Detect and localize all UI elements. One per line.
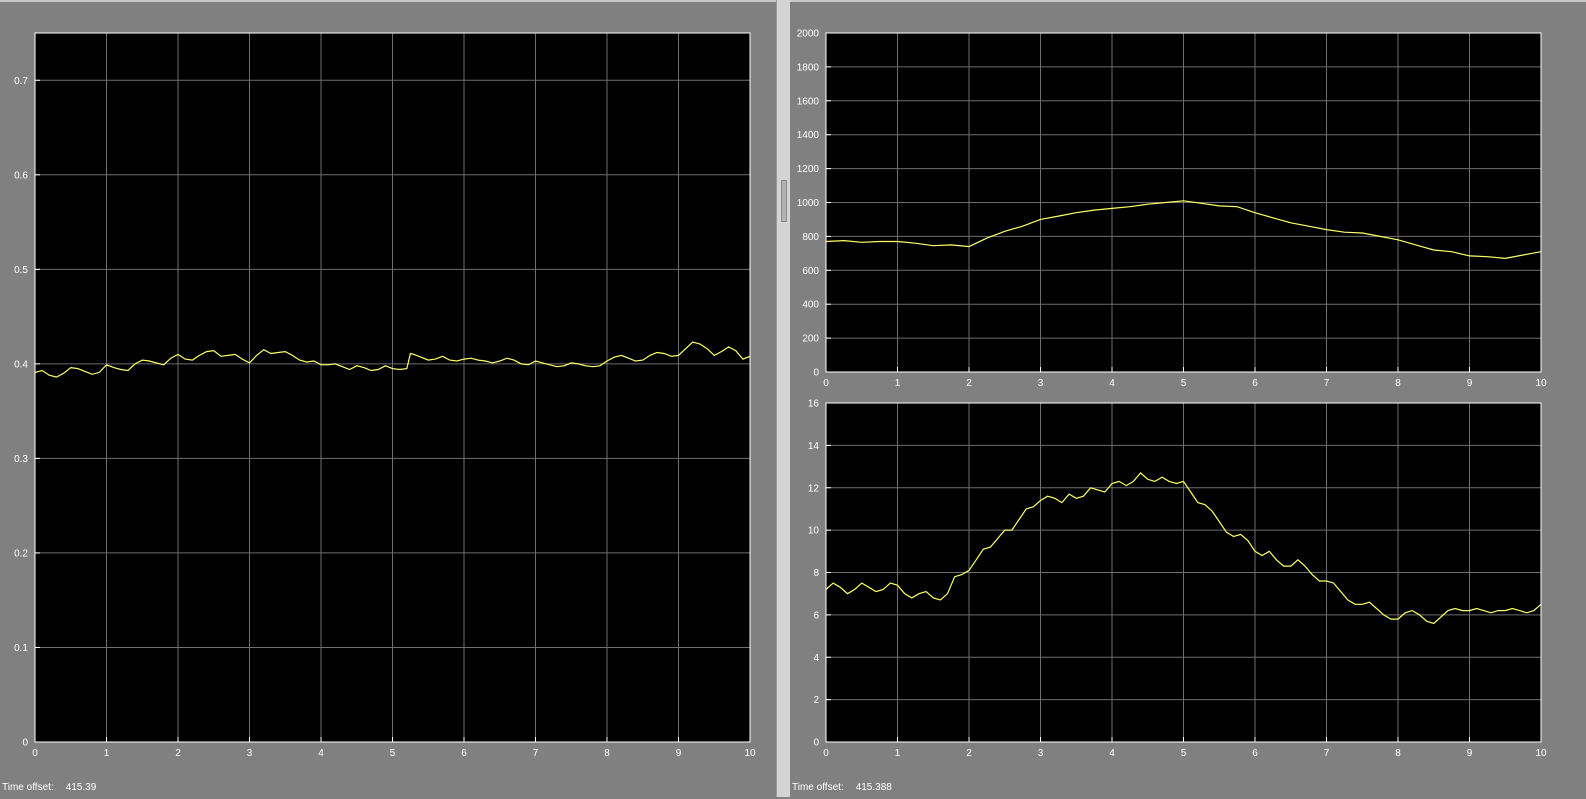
x-tick-label: 9 (1467, 378, 1473, 389)
time-offset-value: 415.39 (65, 782, 97, 793)
x-tick-label: 8 (1395, 748, 1401, 759)
y-tick-label: 6 (813, 610, 819, 621)
scope-window-right: 0 1 2 3 4 5 6 7 8 9 10 0 200 400 600 800 1000 1200 1400 160… (790, 0, 1586, 799)
y-tick-label: 1600 (797, 96, 820, 107)
y-tick-label: 0 (813, 368, 819, 379)
axes-frame (34, 32, 751, 743)
axes-1: 0 1 2 3 4 5 6 7 8 9 10 0 200 400 600 800 1000 1200 1400 160… (797, 29, 1547, 390)
y-tick-label: 0 (22, 738, 28, 749)
x-tick-label: 3 (1038, 748, 1044, 759)
x-tick-label: 6 (1252, 378, 1258, 389)
axes-0: 0 1 2 3 4 5 6 7 8 9 10 0 0.1 0.2 0.3 0.4 0.5 0.6 0.7 (14, 32, 756, 759)
time-offset-left: Time offset: 415.39 (2, 782, 96, 793)
y-tick-label: 4 (813, 653, 819, 664)
signal-trace (825, 472, 1542, 625)
x-tick-label: 10 (1535, 748, 1547, 759)
y-tick-label: 14 (808, 441, 820, 452)
y-tick-label: 1800 (797, 62, 820, 73)
y-tick-label: 2 (813, 695, 819, 706)
y-tick-label: 1400 (797, 130, 820, 141)
axes-frame (825, 32, 1542, 373)
x-tick-label: 4 (1109, 378, 1115, 389)
scope-plot-left: 0 1 2 3 4 5 6 7 8 9 10 0 0.1 0.2 0.3 0.4 0.5 0.6 0.7 (14, 32, 756, 759)
x-tick-label: 5 (1181, 378, 1187, 389)
scope-window-left: 0 1 2 3 4 5 6 7 8 9 10 0 0.1 0.2 0.3 0.4 0.5 0.6 0.7 Time … (0, 0, 776, 799)
y-tick-label: 0.2 (14, 548, 28, 559)
x-tick-label: 10 (1535, 378, 1547, 389)
x-tick-label: 6 (461, 748, 467, 759)
signal-trace (34, 341, 751, 378)
y-tick-label: 400 (802, 300, 819, 311)
x-tick-label: 1 (895, 378, 901, 389)
x-tick-label: 2 (966, 748, 972, 759)
y-tick-label: 1200 (797, 164, 820, 175)
axes-frame (825, 402, 1542, 743)
x-tick-label: 0 (823, 378, 829, 389)
x-tick-label: 7 (1324, 378, 1330, 389)
x-tick-label: 9 (1467, 748, 1473, 759)
y-tick-label: 600 (802, 266, 819, 277)
time-offset-right: Time offset: 415.388 (792, 782, 892, 793)
scope-plot-right: 0 1 2 3 4 5 6 7 8 9 100200400600800100012001400160… (797, 29, 1547, 760)
y-tick-label: 800 (802, 232, 819, 243)
x-tick-label: 6 (1252, 748, 1258, 759)
y-tick-label: 0.6 (14, 170, 28, 181)
y-tick-label: 200 (802, 334, 819, 345)
x-tick-label: 10 (744, 748, 756, 759)
x-tick-label: 7 (1324, 748, 1330, 759)
signal-trace (825, 200, 1542, 260)
x-tick-label: 0 (32, 748, 38, 759)
x-tick-label: 4 (318, 748, 324, 759)
x-tick-label: 8 (1395, 378, 1401, 389)
x-tick-label: 7 (533, 748, 539, 759)
x-tick-label: 1 (895, 748, 901, 759)
y-tick-label: 0.1 (14, 643, 28, 654)
x-tick-label: 1 (104, 748, 110, 759)
x-tick-label: 9 (676, 748, 682, 759)
splitter-grip[interactable] (781, 180, 787, 222)
y-tick-label: 8 (813, 568, 819, 579)
x-tick-label: 5 (1181, 748, 1187, 759)
y-tick-label: 0 (813, 738, 819, 749)
y-tick-label: 10 (808, 526, 820, 537)
y-tick-label: 1000 (797, 198, 820, 209)
y-tick-label: 0.4 (14, 359, 28, 370)
time-offset-label: Time offset: (2, 782, 54, 793)
time-offset-label: Time offset: (792, 782, 844, 793)
y-tick-label: 2000 (797, 29, 820, 40)
x-tick-label: 2 (175, 748, 181, 759)
y-tick-label: 16 (808, 399, 820, 410)
x-tick-label: 2 (966, 378, 972, 389)
y-tick-label: 12 (808, 483, 820, 494)
y-tick-label: 0.3 (14, 454, 28, 465)
y-tick-label: 0.7 (14, 76, 28, 87)
x-tick-label: 5 (390, 748, 396, 759)
y-tick-label: 0.5 (14, 265, 28, 276)
x-tick-label: 3 (247, 748, 253, 759)
time-offset-value: 415.388 (855, 782, 892, 793)
x-tick-label: 3 (1038, 378, 1044, 389)
x-tick-label: 4 (1109, 748, 1115, 759)
x-tick-label: 8 (604, 748, 610, 759)
x-tick-label: 0 (823, 748, 829, 759)
